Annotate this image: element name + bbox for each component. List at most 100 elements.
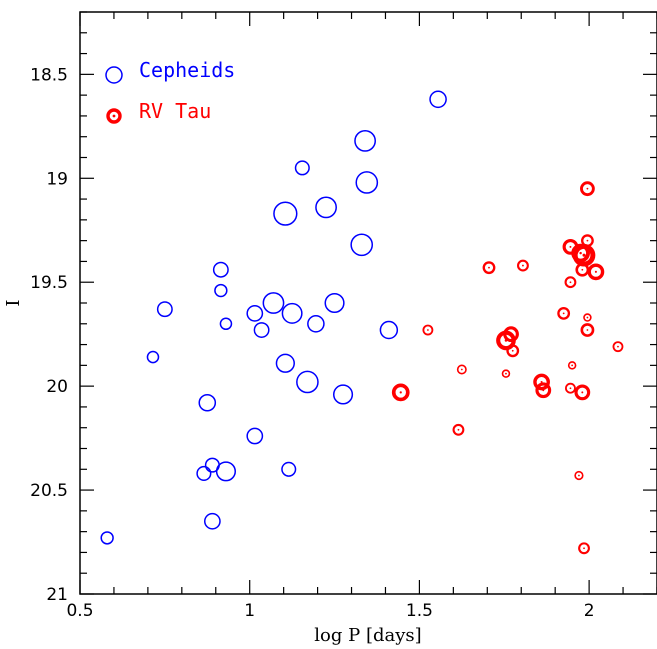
rv-tau-point-center	[581, 391, 584, 394]
rv-tau-point	[452, 423, 465, 436]
rv-tau-point	[501, 369, 511, 378]
cepheids-point	[275, 353, 295, 373]
rv-tau-point-center	[581, 268, 584, 271]
cepheids-point	[294, 160, 310, 176]
cepheids-point	[273, 201, 298, 226]
rv-tau-point-center	[582, 253, 586, 257]
cepheids-point	[198, 393, 217, 412]
y-tick-label: 21	[46, 585, 68, 605]
cepheids-point	[332, 384, 354, 405]
legend-label-rv-tau: RV Tau	[139, 99, 211, 123]
cepheids-point	[429, 90, 447, 109]
cepheids-point	[315, 196, 337, 219]
rv-tau-point-center	[579, 251, 582, 255]
axis-tick-labels: 0.5 1 1.5 2 18.5 19 19.5 20 20.5 21	[30, 65, 594, 621]
rv-tau-point-center	[586, 316, 589, 319]
rv-tau-point	[456, 364, 467, 375]
rv-tau-point-center	[488, 266, 490, 269]
rv-tau-point	[567, 361, 577, 370]
cepheids-point	[219, 317, 233, 331]
cepheids-point	[204, 512, 221, 530]
cepheids-point	[215, 461, 236, 482]
rv-tau-point-center	[594, 270, 597, 273]
x-tick-label: 1	[244, 601, 255, 621]
rv-tau-point-center	[426, 329, 429, 331]
legend-marker-cepheids-shape	[105, 66, 123, 84]
rv-tau-point-center	[578, 474, 580, 477]
rv-tau-point	[482, 261, 496, 275]
rv-tau-point	[391, 383, 410, 402]
axis-ticks	[79, 11, 657, 595]
rv-tau-point	[535, 382, 552, 399]
rv-tau-point-center	[542, 389, 545, 392]
rv-tau-point	[574, 470, 584, 481]
rv-tau-point-center	[586, 187, 589, 190]
cepheids-point	[281, 302, 303, 324]
legend-marker-rv-tau-shape	[106, 108, 122, 124]
rv-tau-point	[422, 324, 434, 336]
y-tick-label: 18.5	[30, 65, 68, 85]
x-tick-label: 0.5	[66, 601, 93, 621]
rv-tau-point-center	[571, 364, 574, 367]
y-axis-label: I	[3, 299, 24, 306]
legend-marker-rv-tau-center	[112, 114, 116, 118]
data-points	[100, 90, 624, 555]
cepheids-point	[156, 301, 173, 318]
cepheids-point	[246, 427, 264, 445]
rv-tau-point	[564, 276, 577, 289]
cepheids-point	[146, 350, 160, 364]
rv-tau-point-center	[460, 368, 463, 371]
legend: Cepheids RV Tau	[105, 58, 235, 124]
rv-tau-point	[578, 542, 590, 555]
rv-tau-point	[517, 259, 529, 272]
cepheids-point	[246, 305, 264, 322]
cepheids-point	[307, 314, 325, 333]
y-tick-label: 19	[46, 169, 68, 189]
cepheids-point	[214, 283, 228, 298]
cepheids-point	[100, 531, 114, 545]
rv-tau-point	[580, 323, 595, 337]
x-tick-label: 1.5	[406, 601, 433, 621]
cepheids-point	[379, 320, 399, 340]
rv-tau-point-center	[617, 345, 619, 348]
cepheids-point	[212, 261, 229, 278]
rv-tau-point	[587, 263, 605, 281]
cepheids-point	[355, 171, 379, 194]
rv-tau-point	[574, 384, 591, 401]
cepheids-point	[262, 292, 285, 314]
rv-tau-point	[612, 341, 624, 353]
rv-tau-point-center	[504, 339, 508, 342]
rv-tau-point-center	[505, 372, 507, 375]
cepheids-point	[253, 322, 270, 338]
x-tick-label: 2	[584, 601, 595, 621]
cepheids-point	[296, 370, 319, 394]
rv-tau-point	[533, 373, 550, 391]
rv-tau-point-center	[511, 349, 514, 352]
cepheids-point	[324, 292, 345, 314]
cepheids-point	[281, 461, 297, 477]
rv-tau-point-center	[583, 547, 585, 550]
legend-marker-cepheids	[105, 66, 123, 84]
rv-tau-point	[557, 306, 571, 320]
rv-tau-point-center	[569, 245, 572, 248]
rv-tau-point	[580, 181, 595, 197]
rv-tau-point-center	[522, 264, 524, 267]
rv-tau-point-center	[562, 312, 565, 315]
rv-tau-point-center	[457, 428, 460, 431]
rv-tau-point	[496, 330, 516, 351]
legend-marker-rv-tau	[106, 108, 122, 124]
rv-tau-point-center	[569, 387, 572, 390]
rv-tau-point	[583, 313, 592, 322]
rv-tau-point-center	[569, 281, 572, 284]
rv-tau-point-center	[540, 380, 543, 384]
cepheids-point	[350, 233, 374, 257]
cepheids-point	[354, 129, 376, 152]
y-tick-label: 20	[46, 377, 68, 397]
y-tick-label: 19.5	[30, 273, 68, 293]
rv-tau-point-center	[586, 329, 589, 331]
x-axis-label: log P [days]	[314, 625, 421, 646]
legend-label-cepheids: Cepheids	[139, 58, 235, 82]
cepheids-point	[196, 465, 212, 481]
rv-tau-point-center	[399, 391, 402, 394]
